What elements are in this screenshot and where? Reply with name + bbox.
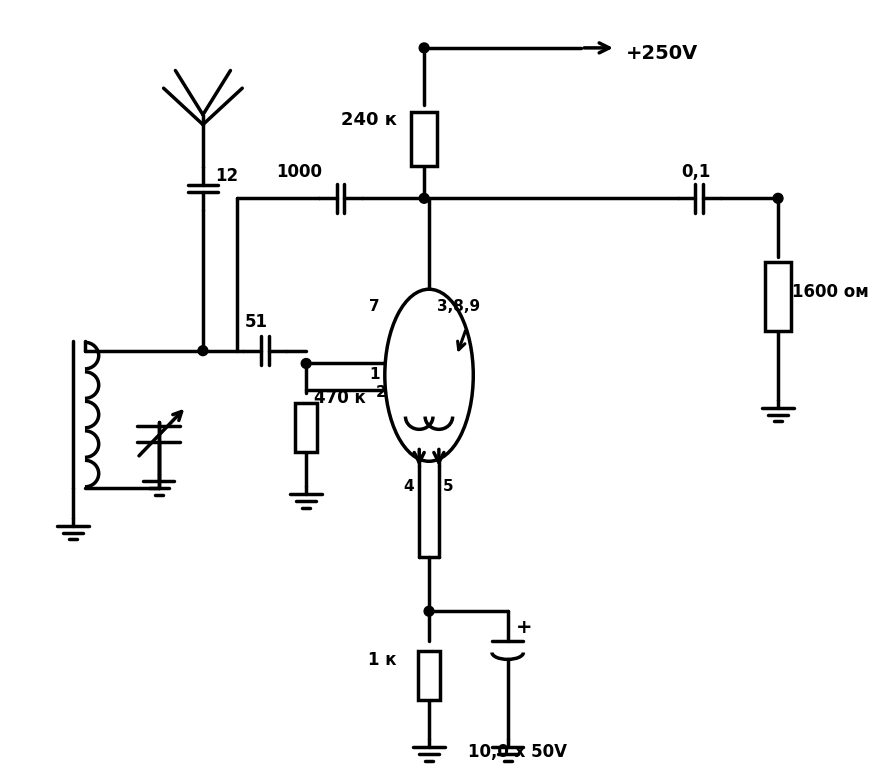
Text: 7: 7 xyxy=(369,299,380,314)
Circle shape xyxy=(419,194,429,203)
Circle shape xyxy=(301,358,311,369)
Text: +: + xyxy=(516,618,532,637)
Circle shape xyxy=(198,346,208,355)
Text: 3,8,9: 3,8,9 xyxy=(437,299,480,314)
Text: 4: 4 xyxy=(404,479,414,494)
FancyBboxPatch shape xyxy=(766,262,791,331)
Text: 10,0 х 50V: 10,0 х 50V xyxy=(468,743,567,761)
FancyBboxPatch shape xyxy=(412,112,437,166)
Circle shape xyxy=(773,194,783,203)
Text: 1: 1 xyxy=(369,367,380,383)
Text: 12: 12 xyxy=(215,166,238,184)
Text: 0,1: 0,1 xyxy=(681,162,711,180)
Text: 51: 51 xyxy=(245,313,268,331)
Ellipse shape xyxy=(385,289,473,462)
Text: +250V: +250V xyxy=(626,45,698,63)
Text: 1 к: 1 к xyxy=(368,651,396,669)
FancyBboxPatch shape xyxy=(296,403,317,452)
FancyBboxPatch shape xyxy=(419,651,440,700)
Text: 470 к: 470 к xyxy=(314,389,366,407)
Text: 1000: 1000 xyxy=(277,162,323,180)
Circle shape xyxy=(424,606,434,616)
Circle shape xyxy=(419,43,429,53)
Text: 1600 ом: 1600 ом xyxy=(792,283,868,301)
Text: 2: 2 xyxy=(376,385,387,400)
Text: 240 к: 240 к xyxy=(341,111,396,129)
Text: 5: 5 xyxy=(442,479,453,494)
